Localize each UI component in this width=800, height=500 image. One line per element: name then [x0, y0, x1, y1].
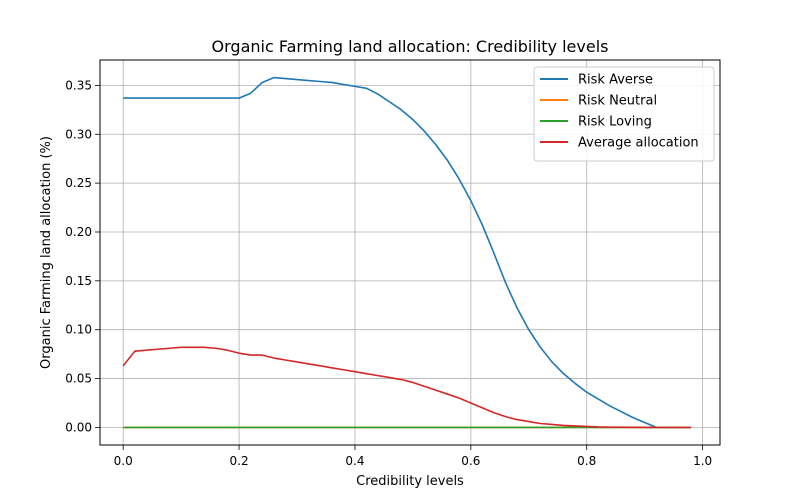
- legend-label-risk-loving: Risk Loving: [578, 115, 652, 130]
- y-axis-label: Organic Farming land allocation (%): [39, 136, 54, 369]
- grid-lines: [100, 60, 720, 445]
- chart-title: Organic Farming land allocation: Credibi…: [212, 37, 609, 56]
- y-tick-label: 0.20: [65, 225, 92, 239]
- series-lines: [122, 76, 692, 429]
- x-tick-label: 0.2: [230, 454, 249, 468]
- legend-label-risk-averse: Risk Averse: [578, 73, 653, 88]
- legend-label-risk-neutral: Risk Neutral: [578, 94, 657, 109]
- x-axis-ticks: 0.0 0.2 0.4 0.6 0.8 1.0: [114, 445, 712, 468]
- series-line-average-allocation: [122, 346, 692, 429]
- y-tick-label: 0.15: [65, 274, 92, 288]
- y-tick-label: 0.05: [65, 372, 92, 386]
- y-tick-label: 0.30: [65, 127, 92, 141]
- y-axis-ticks: 0.00 0.05 0.10 0.15 0.20 0.25 0.30 0.35: [65, 78, 100, 434]
- legend-label-average-allocation: Average allocation: [578, 136, 699, 151]
- series-line-risk-averse: [123, 76, 692, 429]
- y-tick-label: 0.25: [65, 176, 92, 190]
- x-axis-label: Credibility levels: [356, 474, 464, 489]
- y-tick-label: 0.35: [65, 78, 92, 92]
- legend: Risk Averse Risk Neutral Risk Loving Averag…: [533, 66, 715, 162]
- x-tick-label: 0.0: [114, 454, 133, 468]
- plot-frame: [99, 59, 721, 446]
- x-tick-label: 1.0: [693, 454, 712, 468]
- y-tick-label: 0.00: [65, 420, 92, 434]
- x-tick-label: 0.6: [461, 454, 480, 468]
- x-tick-label: 0.4: [345, 454, 364, 468]
- y-tick-label: 0.10: [65, 323, 92, 337]
- x-tick-label: 0.8: [577, 454, 596, 468]
- legend-box: [533, 66, 715, 162]
